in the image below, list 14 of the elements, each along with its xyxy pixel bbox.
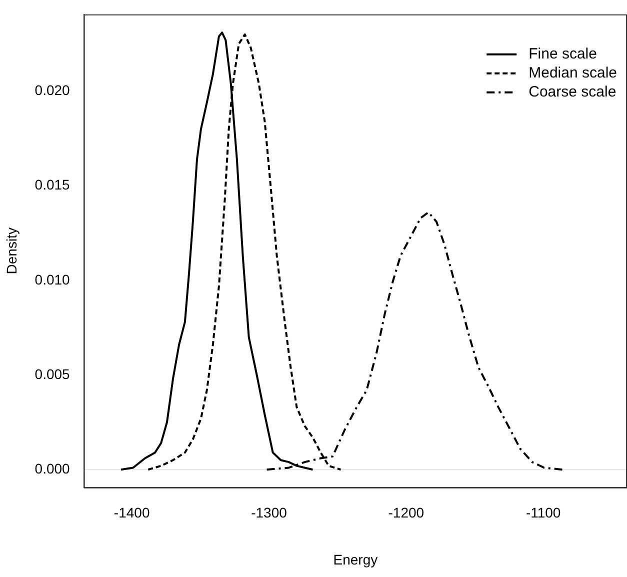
y-tick-label: 0.010 (34, 271, 70, 288)
y-tick-label: 0.015 (34, 176, 70, 193)
x-tick-label: -1200 (388, 504, 424, 521)
y-tick-label: 0.020 (34, 82, 70, 98)
x-tick-label: -1400 (114, 504, 150, 521)
legend-label: Fine scale (528, 46, 597, 63)
y-tick-label: 0.000 (34, 460, 70, 476)
x-axis-title: Energy (333, 551, 378, 568)
legend-label: Coarse scale (528, 84, 616, 101)
y-tick-label: 0.005 (34, 366, 70, 382)
x-tick-label: -1100 (526, 504, 561, 521)
x-tick-label: -1300 (251, 504, 288, 521)
legend-label: Median scale (528, 64, 618, 82)
y-axis-title: Density (3, 228, 20, 274)
